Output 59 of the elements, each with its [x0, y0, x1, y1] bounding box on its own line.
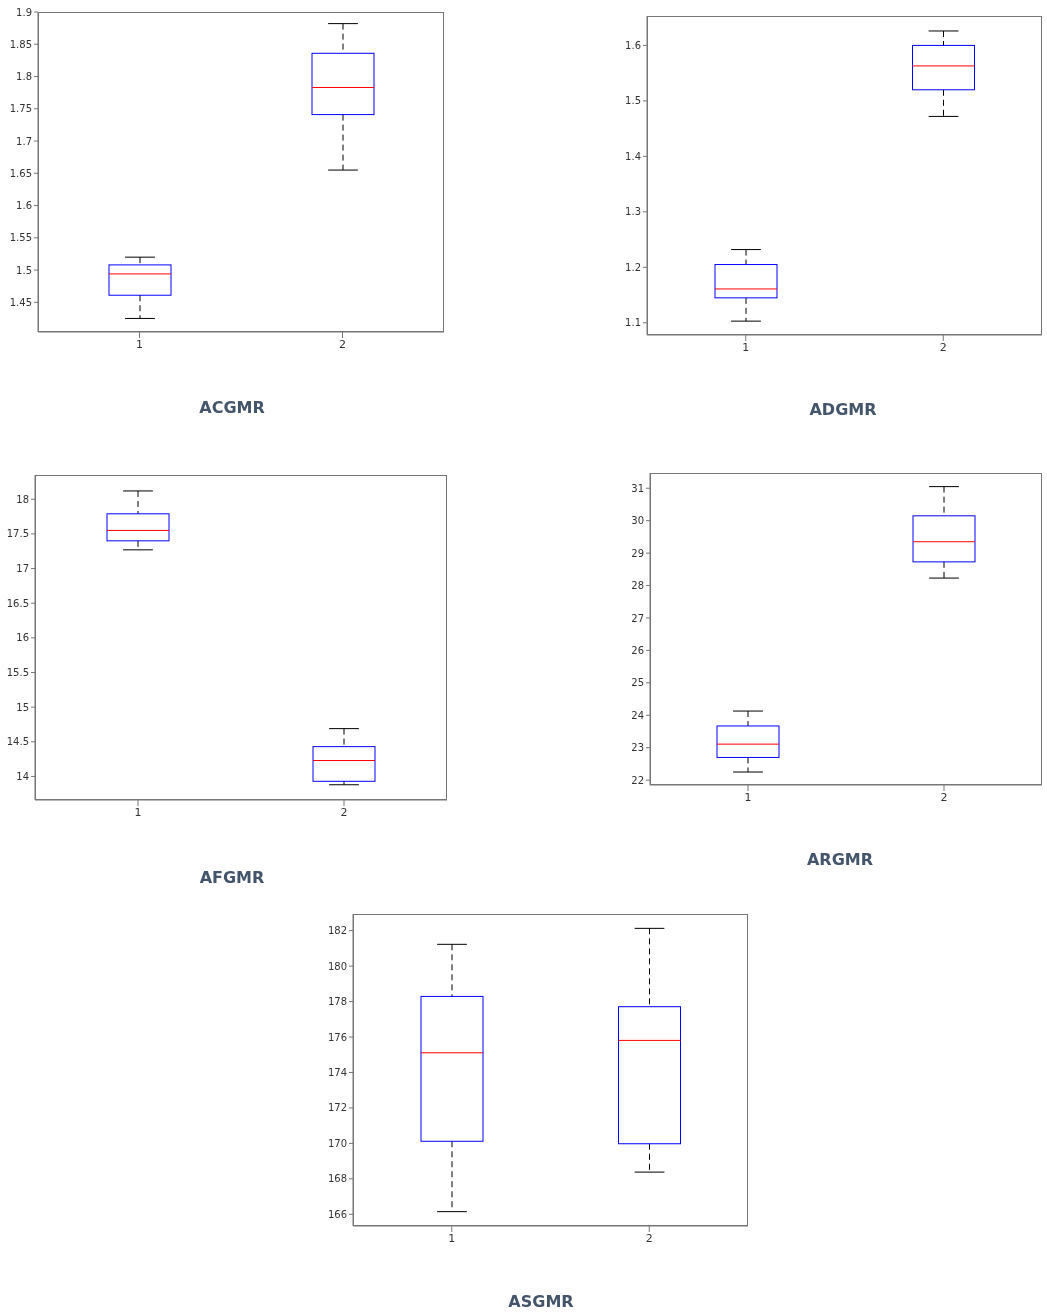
x-tick-label: 2	[339, 337, 346, 351]
y-tick-label: 1.3	[625, 206, 641, 218]
y-tick-label: 178	[327, 996, 347, 1008]
y-tick-label: 28	[631, 580, 644, 592]
y-tick-label: 24	[631, 709, 644, 721]
y-tick-label: 1.5	[16, 264, 32, 276]
y-tick-label: 180	[327, 960, 347, 972]
x-tick-label: 1	[744, 790, 752, 804]
text: ARGMR	[805, 850, 875, 869]
y-tick-label: 1.6	[625, 39, 641, 51]
y-tick-label: 172	[327, 1102, 347, 1114]
x-tick-label: 1	[742, 340, 750, 354]
y-tick-label: 26	[631, 644, 644, 656]
y-tick-label: 1.9	[16, 6, 32, 18]
x-tick-label: 2	[645, 1231, 653, 1245]
x-tick-label: 1	[134, 805, 142, 819]
y-tick-label: 166	[327, 1208, 347, 1220]
y-tick-label: 168	[327, 1173, 347, 1185]
y-tick-label: 15.5	[6, 667, 29, 679]
y-tick-label: 27	[631, 612, 644, 624]
y-tick-label: 1.85	[9, 38, 32, 50]
y-tick-label: 31	[631, 482, 644, 494]
y-tick-label: 1.45	[9, 296, 32, 308]
y-tick-label: 1.7	[16, 135, 32, 147]
y-tick-label: 17	[16, 563, 29, 575]
y-tick-label: 174	[327, 1067, 347, 1079]
text: ACGMR	[198, 398, 266, 417]
text: ADGMR	[808, 400, 878, 419]
y-tick-label: 1.2	[625, 261, 641, 273]
y-tick-label: 1.75	[9, 103, 32, 115]
y-tick-label: 22	[631, 774, 644, 786]
y-tick-label: 16.5	[6, 597, 29, 609]
x-tick-label: 2	[940, 790, 948, 804]
y-tick-label: 1.65	[9, 167, 32, 179]
y-tick-label: 1.1	[625, 317, 641, 329]
y-tick-label: 25	[631, 677, 644, 689]
y-tick-label: 15	[16, 701, 29, 713]
text: AFGMR	[198, 868, 266, 887]
y-tick-label: 1.55	[9, 232, 32, 244]
y-tick-label: 18	[16, 493, 29, 505]
y-tick-label: 29	[631, 547, 644, 559]
y-tick-label: 23	[631, 742, 644, 754]
y-tick-label: 30	[631, 515, 644, 527]
y-tick-label: 176	[327, 1031, 347, 1043]
y-tick-label: 14.5	[6, 736, 29, 748]
x-tick-label: 1	[136, 337, 143, 351]
y-tick-label: 1.8	[16, 71, 32, 83]
text: ASGMR	[507, 1292, 575, 1311]
y-tick-label: 1.5	[625, 95, 641, 107]
y-tick-label: 17.5	[6, 528, 29, 540]
x-tick-label: 2	[340, 805, 348, 819]
y-tick-label: 16	[16, 632, 29, 644]
y-tick-label: 182	[327, 925, 347, 937]
y-tick-label: 170	[327, 1137, 347, 1149]
y-tick-label: 14	[16, 770, 29, 782]
x-tick-label: 1	[448, 1231, 456, 1245]
x-tick-label: 2	[939, 340, 947, 354]
y-tick-label: 1.4	[625, 150, 641, 162]
y-tick-label: 1.6	[16, 200, 32, 212]
